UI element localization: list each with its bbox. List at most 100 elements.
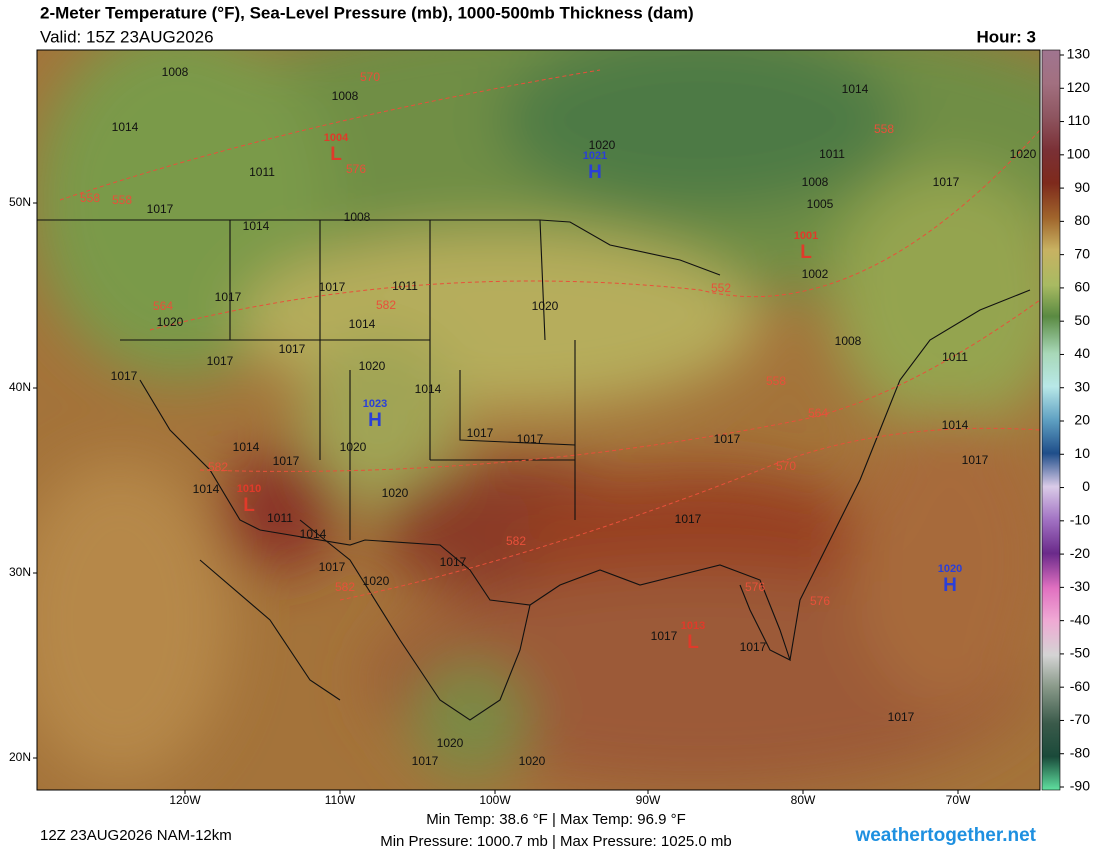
thickness-label: 582 (335, 580, 355, 594)
colorbar-label: 80 (1074, 212, 1090, 228)
center-letter: L (800, 242, 812, 263)
thickness-label: 552 (711, 281, 731, 295)
thickness-label: 582 (376, 298, 396, 312)
isobar-label: 1017 (651, 629, 678, 643)
isobar-label: 1017 (319, 560, 346, 574)
map-frame (36, 49, 1041, 791)
isobar-label: 1020 (359, 359, 386, 373)
isobar-label: 1017 (517, 432, 544, 446)
thickness-label: 570 (776, 459, 796, 473)
isobar-label: 1008 (332, 89, 359, 103)
temp-range: Min Temp: 38.6 °F | Max Temp: 96.9 °F (426, 811, 686, 828)
colorbar-label: -70 (1070, 711, 1090, 727)
isobar-label: 1020 (1010, 147, 1037, 161)
isobar-label: 1008 (162, 65, 189, 79)
isobar-label: 1017 (440, 555, 467, 569)
center-value: 1020 (938, 563, 962, 575)
title: 2-Meter Temperature (°F), Sea-Level Pres… (40, 3, 694, 22)
isobar-label: 1017 (273, 454, 300, 468)
lat-label: 40N (9, 380, 31, 394)
colorbar-label: 40 (1074, 345, 1090, 361)
colorbar-label: -20 (1070, 545, 1090, 561)
lat-label: 30N (9, 565, 31, 579)
colorbar-label: 20 (1074, 412, 1090, 428)
colorbar-label: 120 (1067, 79, 1091, 95)
isobar-label: 1014 (942, 418, 969, 432)
isobar-label: 1005 (807, 197, 834, 211)
colorbar-label: 90 (1074, 179, 1090, 195)
isobar-label: 1014 (300, 527, 327, 541)
thickness-contours (59, 69, 1040, 601)
colorbar-label: 130 (1067, 46, 1091, 62)
lon-label: 80W (791, 793, 816, 807)
isobar-label: 1017 (714, 432, 741, 446)
isobar-label: 1017 (207, 354, 234, 368)
thickness-label: 558 (80, 191, 100, 205)
isobar-label: 1017 (215, 290, 242, 304)
isobar-label: 1014 (112, 120, 139, 134)
isobar-label: 1014 (243, 219, 270, 233)
thickness-label: 582 (506, 534, 526, 548)
valid-time: Valid: 15Z 23AUG2026 (40, 27, 214, 46)
model-run: 12Z 23AUG2026 NAM-12km (40, 827, 232, 844)
isobar-label: 1011 (267, 511, 293, 525)
isobar-label: 1011 (249, 165, 275, 179)
isobar-label: 1017 (319, 280, 346, 294)
lon-label: 110W (325, 793, 356, 807)
thickness-label: 564 (153, 299, 173, 313)
colorbar-label: -40 (1070, 611, 1090, 627)
colorbar-label: -60 (1070, 678, 1090, 694)
center-letter: L (243, 495, 255, 516)
colorbar-label: 10 (1074, 445, 1090, 461)
temperature-field (37, 50, 1040, 790)
thickness-label: 576 (346, 162, 366, 176)
isobar-label: 1011 (819, 147, 845, 161)
isobar-label: 1011 (392, 279, 418, 293)
isobar-label: 1017 (111, 369, 138, 383)
thickness-label: 576 (745, 580, 765, 594)
colorbar-label: 60 (1074, 279, 1090, 295)
isobar-label: 1017 (888, 710, 915, 724)
isobar-label: 1008 (344, 210, 371, 224)
center-value: 1023 (363, 398, 387, 410)
isobar-label: 1020 (340, 440, 367, 454)
isobar-label: 1014 (842, 82, 869, 96)
lon-label: 120W (169, 793, 201, 807)
center-letter: H (368, 410, 382, 431)
lon-label: 90W (636, 793, 661, 807)
thickness-label: 576 (810, 594, 830, 608)
website: weathertogether.net (854, 825, 1036, 846)
isobar-label: 1017 (933, 175, 960, 189)
isobar-label: 1014 (349, 317, 376, 331)
center-value: 1001 (794, 230, 818, 242)
thickness-label: 570 (360, 70, 380, 84)
lon-label: 70W (946, 793, 971, 807)
thickness-label: 582 (208, 460, 228, 474)
isobar-label: 1020 (363, 574, 390, 588)
isobar-label: 1017 (467, 426, 494, 440)
thickness-label: 558 (874, 122, 894, 136)
lat-label: 50N (9, 195, 31, 209)
colorbar-label: 110 (1068, 112, 1091, 128)
isobar-label: 1014 (233, 440, 260, 454)
isobar-label: 1002 (802, 267, 829, 281)
center-value: 1021 (583, 150, 607, 162)
colorbar-label: 0 (1082, 478, 1090, 494)
forecast-hour: Hour: 3 (977, 27, 1037, 46)
isobar-label: 1020 (519, 754, 546, 768)
lon-label: 100W (479, 793, 511, 807)
thickness-label: 558 (766, 374, 786, 388)
isobar-label: 1014 (193, 482, 220, 496)
isobar-label: 1017 (740, 640, 767, 654)
colorbar-label: 50 (1074, 312, 1090, 328)
colorbar-label: -10 (1070, 512, 1090, 528)
isobar-label: 1017 (147, 202, 174, 216)
pressure-range: Min Pressure: 1000.7 mb | Max Pressure: … (380, 833, 732, 850)
center-letter: L (330, 144, 342, 165)
center-value: 1013 (681, 620, 705, 632)
lat-label: 20N (9, 750, 31, 764)
isobar-label: 1020 (382, 486, 409, 500)
center-value: 1010 (237, 483, 261, 495)
